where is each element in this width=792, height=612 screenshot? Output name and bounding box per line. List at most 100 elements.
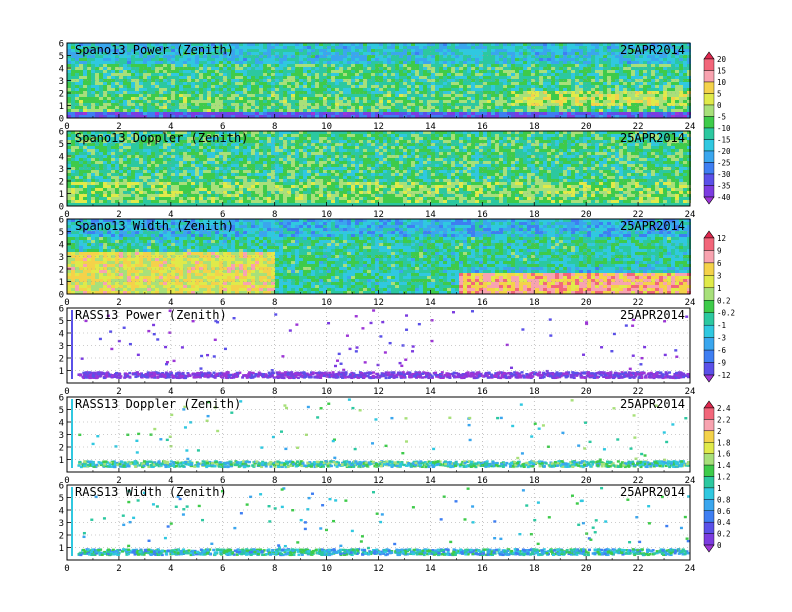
heatmap-cell bbox=[607, 55, 611, 58]
heatmap-cell bbox=[499, 143, 503, 146]
heatmap-cell bbox=[435, 94, 439, 97]
heatmap-cell bbox=[287, 82, 291, 85]
heatmap-cell bbox=[231, 55, 235, 58]
heatmap-cell bbox=[495, 106, 499, 109]
heatmap-cell bbox=[391, 76, 395, 79]
heatmap-cell bbox=[219, 79, 223, 82]
heatmap-cell bbox=[419, 58, 423, 61]
heatmap-cell bbox=[555, 115, 559, 118]
heatmap-cell bbox=[203, 91, 207, 94]
heatmap-cell bbox=[315, 76, 319, 79]
heatmap-cell bbox=[611, 97, 615, 100]
heatmap-cell bbox=[519, 134, 523, 137]
heatmap-cell bbox=[679, 73, 683, 76]
heatmap-cell bbox=[299, 67, 303, 70]
heatmap-cell bbox=[483, 131, 487, 134]
heatmap-cell bbox=[531, 131, 535, 134]
heatmap-cell bbox=[331, 97, 335, 100]
heatmap-cell bbox=[427, 103, 431, 106]
heatmap-cell bbox=[323, 79, 327, 82]
heatmap-cell bbox=[283, 115, 287, 118]
heatmap-cell bbox=[587, 131, 591, 134]
heatmap-cell bbox=[607, 115, 611, 118]
heatmap-cell bbox=[183, 131, 187, 134]
heatmap-cell bbox=[67, 106, 71, 109]
heatmap-cell bbox=[647, 46, 651, 49]
heatmap-cell bbox=[95, 106, 99, 109]
heatmap-cell bbox=[655, 58, 659, 61]
heatmap-cell bbox=[519, 103, 523, 106]
heatmap-cell bbox=[563, 106, 567, 109]
heatmap-cell bbox=[667, 103, 671, 106]
heatmap-cell bbox=[271, 115, 275, 118]
heatmap-cell bbox=[287, 73, 291, 76]
heatmap-cell bbox=[471, 146, 475, 149]
heatmap-cell bbox=[263, 146, 267, 149]
heatmap-cell bbox=[371, 73, 375, 76]
heatmap-cell bbox=[327, 49, 331, 52]
heatmap-cell bbox=[683, 100, 687, 103]
heatmap-cell bbox=[575, 85, 579, 88]
heatmap-cell bbox=[659, 73, 663, 76]
heatmap-cell bbox=[123, 143, 127, 146]
heatmap-cell bbox=[199, 94, 203, 97]
heatmap-cell bbox=[651, 73, 655, 76]
heatmap-cell bbox=[211, 43, 215, 46]
heatmap-cell bbox=[339, 61, 343, 64]
heatmap-cell bbox=[539, 137, 543, 140]
heatmap-cell bbox=[579, 106, 583, 109]
heatmap-cell bbox=[587, 143, 591, 146]
heatmap-cell bbox=[479, 137, 483, 140]
heatmap-cell bbox=[331, 46, 335, 49]
heatmap-cell bbox=[491, 49, 495, 52]
heatmap-cell bbox=[471, 58, 475, 61]
heatmap-cell bbox=[95, 49, 99, 52]
heatmap-cell bbox=[675, 73, 679, 76]
heatmap-cell bbox=[227, 70, 231, 73]
heatmap-cell bbox=[627, 140, 631, 143]
heatmap-cell bbox=[535, 131, 539, 134]
heatmap-cell bbox=[167, 97, 171, 100]
heatmap-cell bbox=[447, 55, 451, 58]
heatmap-cell bbox=[155, 140, 159, 143]
heatmap-cell bbox=[459, 140, 463, 143]
heatmap-cell bbox=[103, 64, 107, 67]
heatmap-cell bbox=[179, 112, 183, 115]
heatmap-cell bbox=[195, 64, 199, 67]
heatmap-cell bbox=[495, 103, 499, 106]
heatmap-cell bbox=[223, 64, 227, 67]
heatmap-cell bbox=[599, 115, 603, 118]
heatmap-cell bbox=[403, 76, 407, 79]
heatmap-cell bbox=[515, 70, 519, 73]
heatmap-cell bbox=[463, 70, 467, 73]
heatmap-cell bbox=[635, 55, 639, 58]
heatmap-cell bbox=[679, 64, 683, 67]
heatmap-cell bbox=[607, 88, 611, 91]
heatmap-cell bbox=[267, 97, 271, 100]
heatmap-cell bbox=[103, 134, 107, 137]
heatmap-cell bbox=[475, 115, 479, 118]
heatmap-cell bbox=[679, 76, 683, 79]
heatmap-cell bbox=[359, 76, 363, 79]
heatmap-cell bbox=[79, 137, 83, 140]
heatmap-cell bbox=[407, 58, 411, 61]
heatmap-cell bbox=[267, 64, 271, 67]
heatmap-cell bbox=[175, 146, 179, 149]
heatmap-cell bbox=[591, 43, 595, 46]
heatmap-cell bbox=[459, 134, 463, 137]
heatmap-cell bbox=[523, 49, 527, 52]
heatmap-cell bbox=[527, 103, 531, 106]
heatmap-cell bbox=[115, 70, 119, 73]
heatmap-cell bbox=[311, 61, 315, 64]
heatmap-cell bbox=[303, 91, 307, 94]
heatmap-cell bbox=[127, 134, 131, 137]
heatmap-cell bbox=[275, 64, 279, 67]
heatmap-cell bbox=[319, 140, 323, 143]
heatmap-cell bbox=[487, 49, 491, 52]
heatmap-cell bbox=[151, 70, 155, 73]
heatmap-cell bbox=[551, 91, 555, 94]
heatmap-cell bbox=[335, 43, 339, 46]
heatmap-cell bbox=[679, 140, 683, 143]
heatmap-cell bbox=[147, 79, 151, 82]
heatmap-cell bbox=[375, 79, 379, 82]
